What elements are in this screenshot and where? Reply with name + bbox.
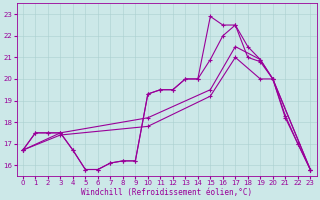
X-axis label: Windchill (Refroidissement éolien,°C): Windchill (Refroidissement éolien,°C) [81,188,252,197]
